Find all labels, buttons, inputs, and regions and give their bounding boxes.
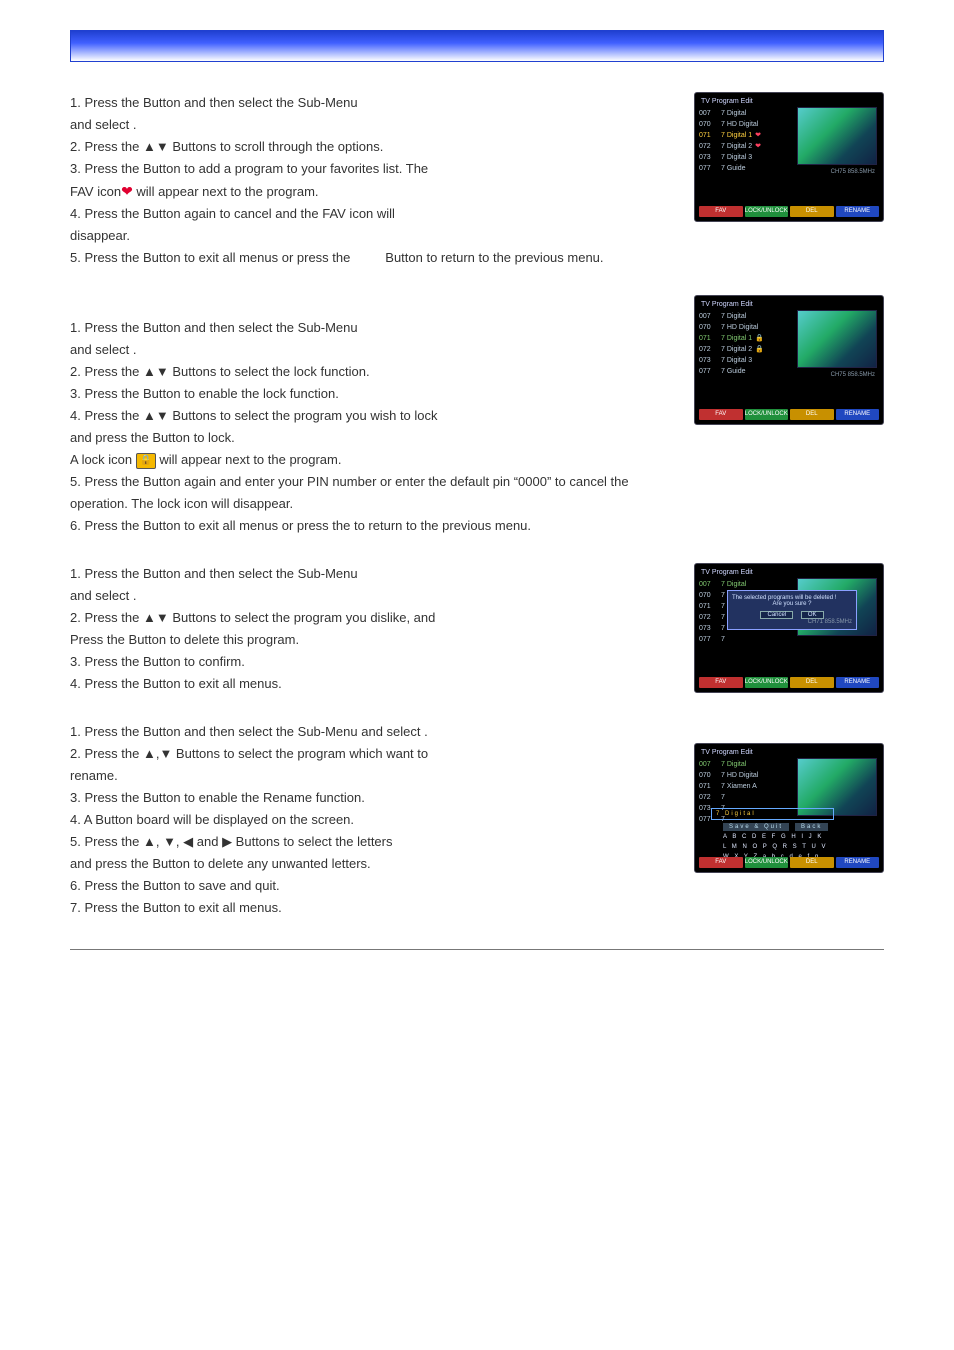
freq-label: CH75 858.5MHz: [831, 372, 875, 378]
lock-button[interactable]: LOCK/UNLOCK: [745, 206, 789, 217]
del-l1: 1. Press the Button and then select the …: [70, 563, 680, 585]
color-button-bar: FAV LOCK/UNLOCK DEL RENAME: [699, 206, 879, 217]
rename-button[interactable]: RENAME: [836, 409, 880, 420]
ren-l6: 5. Press the ▲, ▼, ◀ and ▶ Buttons to se…: [70, 831, 680, 853]
lock-button[interactable]: LOCK/UNLOCK: [745, 857, 789, 868]
tv-title: TV Program Edit: [701, 749, 879, 756]
tv-preview-fav: TV Program Edit 0077 Digital 0707 HD Dig…: [694, 92, 884, 222]
rename-button[interactable]: RENAME: [836, 857, 880, 868]
fav-button[interactable]: FAV: [699, 677, 743, 688]
fav-l2: and select .: [70, 114, 680, 136]
heart-icon: ❤: [755, 132, 761, 139]
del-l5: 3. Press the Button to confirm.: [70, 651, 680, 673]
fav-tail: Button to return to the previous menu.: [385, 250, 603, 265]
ren-l8: 6. Press the Button to save and quit.: [70, 875, 680, 897]
lock-a1: A lock icon 🔒 will appear next to the pr…: [70, 449, 884, 471]
ren-l2: 2. Press the ▲,▼ Buttons to select the p…: [70, 743, 680, 765]
rename-button[interactable]: RENAME: [836, 206, 880, 217]
lock-icon: 🔒: [755, 346, 764, 353]
color-button-bar: FAV LOCK/UNLOCK DEL RENAME: [699, 409, 879, 420]
fav-l4: 3. Press the Button to add a program to …: [70, 158, 680, 180]
color-button-bar: FAV LOCK/UNLOCK DEL RENAME: [699, 677, 879, 688]
onscreen-keyboard[interactable]: 7 Digital Save & QuitBack A B C D E F G …: [723, 808, 834, 862]
tv-preview-rename: TV Program Edit 0077 Digital 0707 HD Dig…: [694, 743, 884, 873]
ok-button[interactable]: OK: [801, 611, 824, 619]
lock-icon: 🔒: [136, 453, 156, 469]
fav-l3: 2. Press the ▲▼ Buttons to scroll throug…: [70, 136, 680, 158]
tv-title: TV Program Edit: [701, 301, 879, 308]
dialog-freq: CH71 858.5MHz: [732, 619, 852, 625]
lock-a4: 6. Press the Button to exit all menus or…: [70, 515, 884, 537]
heart-icon: ❤: [121, 183, 133, 199]
video-preview: [797, 310, 877, 368]
heart-icon: ❤: [755, 143, 761, 150]
ren-l7: and press the Button to delete any unwan…: [70, 853, 680, 875]
save-quit-button[interactable]: Save & Quit: [723, 823, 789, 831]
del-l2: and select .: [70, 585, 680, 607]
back-button[interactable]: Back: [795, 823, 828, 831]
del-button[interactable]: DEL: [790, 206, 834, 217]
cancel-button[interactable]: Cancel: [760, 611, 793, 619]
del-button[interactable]: DEL: [790, 857, 834, 868]
tv-preview-lock: TV Program Edit 0077 Digital 0707 HD Dig…: [694, 295, 884, 425]
lock-a3: operation. The lock icon will disappear.: [70, 493, 884, 515]
fav-button[interactable]: FAV: [699, 857, 743, 868]
lock-button[interactable]: LOCK/UNLOCK: [745, 409, 789, 420]
rename-button[interactable]: RENAME: [836, 677, 880, 688]
lock-l6: and press the Button to lock.: [70, 427, 680, 449]
confirm-dialog: The selected programs will be deleted ! …: [727, 590, 857, 630]
ren-l3: rename.: [70, 765, 680, 787]
fav-l5: FAV icon❤ will appear next to the progra…: [70, 180, 680, 203]
del-l3: 2. Press the ▲▼ Buttons to select the pr…: [70, 607, 680, 629]
lock-l3: 2. Press the ▲▼ Buttons to select the lo…: [70, 361, 680, 383]
fav-l6: 4. Press the Button again to cancel and …: [70, 203, 680, 225]
del-l4: Press the Button to delete this program.: [70, 629, 680, 651]
ren-l5: 4. A Button board will be displayed on t…: [70, 809, 680, 831]
color-button-bar: FAV LOCK/UNLOCK DEL RENAME: [699, 857, 879, 868]
del-button[interactable]: DEL: [790, 677, 834, 688]
fav-l1: 1. Press the Button and then select the …: [70, 92, 680, 114]
footer-rule: [70, 949, 884, 950]
del-l6: 4. Press the Button to exit all menus.: [70, 673, 680, 695]
fav-button[interactable]: FAV: [699, 206, 743, 217]
lock-icon: 🔒: [755, 335, 764, 342]
lock-l1: 1. Press the Button and then select the …: [70, 317, 680, 339]
ren-l9: 7. Press the Button to exit all menus.: [70, 897, 680, 919]
ren-l4: 3. Press the Button to enable the Rename…: [70, 787, 680, 809]
del-button[interactable]: DEL: [790, 409, 834, 420]
video-preview: [797, 107, 877, 165]
fav-l7: disappear.: [70, 225, 680, 247]
top-banner: [70, 30, 884, 62]
tv-preview-delete: TV Program Edit 0077 Digital 0707 0717 0…: [694, 563, 884, 693]
lock-l4: 3. Press the Button to enable the lock f…: [70, 383, 680, 405]
tv-title: TV Program Edit: [701, 569, 879, 576]
fav-button[interactable]: FAV: [699, 409, 743, 420]
ren-l1: 1. Press the Button and then select the …: [70, 721, 884, 743]
lock-l5: 4. Press the ▲▼ Buttons to select the pr…: [70, 405, 680, 427]
lock-l2: and select .: [70, 339, 680, 361]
lock-a2: 5. Press the Button again and enter your…: [70, 471, 884, 493]
lock-button[interactable]: LOCK/UNLOCK: [745, 677, 789, 688]
fav-l8: 5. Press the Button to exit all menus or…: [70, 250, 350, 265]
tv-title: TV Program Edit: [701, 98, 879, 105]
freq-label: CH75 858.5MHz: [831, 169, 875, 175]
